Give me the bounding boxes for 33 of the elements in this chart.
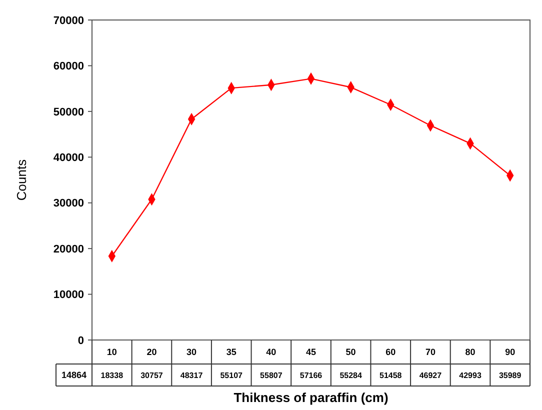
data-label: 30757 (140, 370, 164, 380)
data-label: 57166 (300, 370, 323, 380)
data-label: 55107 (220, 370, 244, 380)
data-label: 46927 (419, 370, 442, 380)
x-tick-label: 60 (386, 347, 396, 358)
text: 14864 (61, 370, 87, 380)
y-tick-label: 20000 (53, 243, 84, 256)
y-tick-label: 10000 (53, 289, 84, 302)
x-tick-label: 30 (186, 347, 197, 358)
data-label: 35989 (498, 370, 522, 380)
x-tick-label: 45 (306, 347, 316, 358)
x-tick-label: 20 (146, 347, 157, 358)
data-label: 48317 (180, 370, 204, 380)
x-tick-label: 90 (505, 347, 516, 358)
x-tick-label: 10 (106, 347, 117, 358)
data-label: 55284 (340, 370, 362, 380)
y-axis-title: Counts (14, 158, 29, 201)
y-tick-label: 0 (78, 334, 84, 347)
y-tick-label: 40000 (53, 152, 84, 164)
y-tick-label: 30000 (53, 198, 84, 210)
data-label: 51458 (380, 370, 402, 380)
x-axis-title: Thikness of paraffin (cm) (234, 390, 388, 405)
x-tick-label: 40 (266, 347, 276, 358)
data-label: 55807 (260, 370, 283, 380)
x-tick-label: 70 (425, 347, 436, 358)
data-label: 42993 (459, 370, 482, 380)
y-tick-label: 50000 (53, 106, 84, 118)
y-tick-label: 70000 (53, 14, 84, 27)
x-tick-label: 80 (465, 347, 476, 358)
x-tick-label: 50 (346, 347, 356, 358)
x-tick-label: 35 (226, 347, 236, 358)
data-label: 18338 (100, 370, 124, 380)
y-tick-label: 60000 (53, 60, 84, 73)
